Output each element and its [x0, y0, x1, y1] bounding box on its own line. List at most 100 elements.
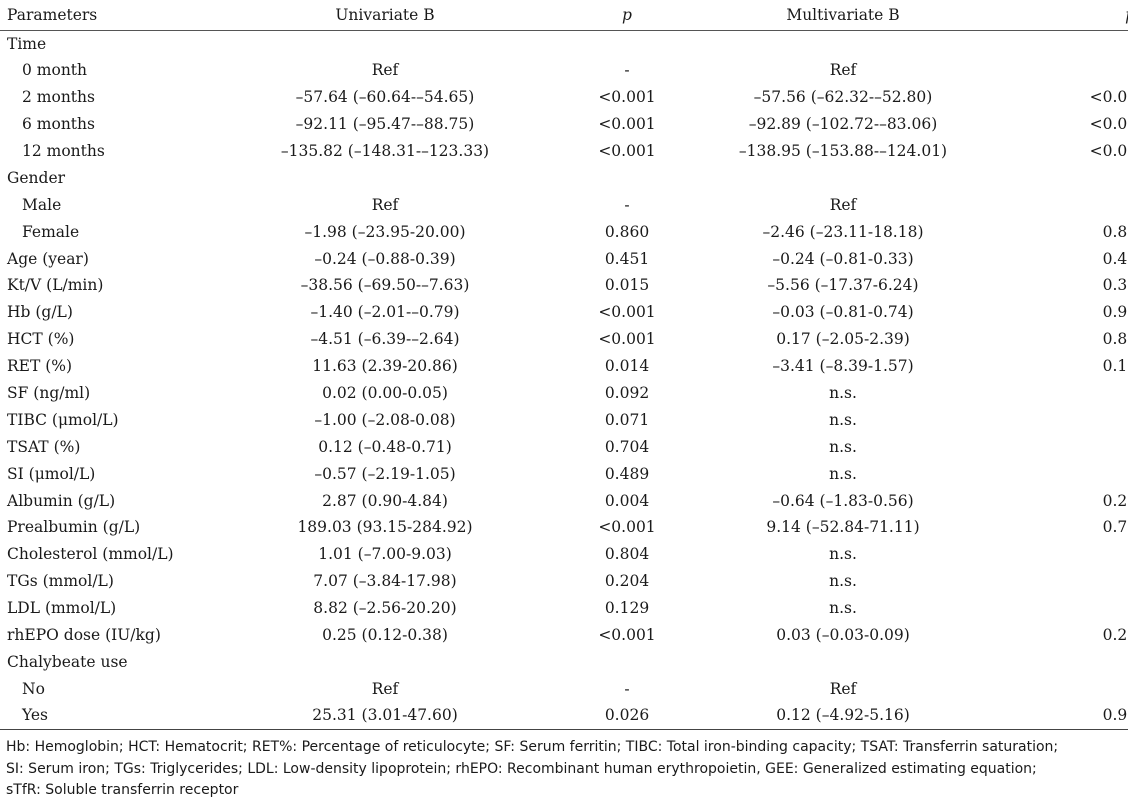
cell-univariate-b [209, 30, 561, 57]
cell-p-univariate: 0.804 [604, 545, 650, 564]
cell-univariate-b: 1.01 (–7.00-9.03) [318, 545, 452, 564]
cell-multivariate-b: –0.64 (–1.83-0.56) [772, 491, 914, 510]
table-row: Hb (g/L) –1.40 (–2.01-–0.79) <0.001 –0.03 (… [0, 299, 1128, 326]
cell-univariate-b: –0.57 (–2.19-1.05) [314, 464, 456, 483]
cell-p-multivariate: - [993, 380, 1128, 407]
cell-parameter: Male [22, 195, 62, 214]
cell-multivariate-b: 0.17 (–2.05-2.39) [776, 330, 910, 349]
cell-p-multivariate: 0.880 [1102, 330, 1128, 349]
cell-multivariate-b: n.s. [829, 410, 857, 429]
cell-p-univariate: 0.026 [561, 702, 693, 730]
cell-p-univariate: 0.451 [604, 249, 650, 268]
cell-multivariate-b: n.s. [829, 545, 857, 564]
table-row: 2 months –57.64 (–60.64-–54.65) <0.001 –57.… [0, 84, 1128, 111]
cell-multivariate-b: n.s. [829, 599, 857, 618]
cell-p-multivariate [993, 164, 1128, 191]
cell-multivariate-b: 0.12 (–4.92-5.16) [693, 702, 993, 730]
table-row: TSAT (%) 0.12 (–0.48-0.71) 0.704 n.s. - [0, 433, 1128, 460]
cell-multivariate-b: –0.03 (–0.81-0.74) [772, 303, 914, 322]
cell-p-multivariate: 0.414 [1102, 249, 1128, 268]
table-row: Female –1.98 (–23.95-20.00) 0.860 –2.46 (–2… [0, 218, 1128, 245]
cell-parameter: Kt/V (L/min) [7, 276, 104, 295]
footnote-line: Hb: Hemoglobin; HCT: Hematocrit; RET%: P… [6, 739, 1059, 755]
cell-multivariate-b [693, 30, 993, 57]
cell-p-multivariate: 0.180 [1102, 357, 1128, 376]
cell-p-multivariate: <0.001 [1089, 115, 1128, 134]
table-row: Cholesterol (mmol/L) 1.01 (–7.00-9.03) 0.8… [0, 541, 1128, 568]
cell-univariate-b: 0.25 (0.12-0.38) [322, 626, 448, 645]
cell-multivariate-b: Ref [829, 61, 857, 80]
cell-univariate-b: 8.82 (–2.56-20.20) [313, 599, 457, 618]
cell-p-multivariate: 0.930 [1102, 303, 1128, 322]
cell-multivariate-b: 9.14 (–52.84-71.11) [766, 518, 920, 537]
cell-univariate-b: –1.40 (–2.01-–0.79) [310, 303, 460, 322]
cell-p-multivariate: 0.356 [1102, 276, 1128, 295]
cell-p-multivariate: 0.815 [1102, 222, 1128, 241]
cell-multivariate-b: –5.56 (–17.37-6.24) [767, 276, 919, 295]
cell-univariate-b: –38.56 (–69.50-–7.63) [300, 276, 470, 295]
cell-univariate-b: 189.03 (93.15-284.92) [297, 518, 473, 537]
table-row: Prealbumin (g/L) 189.03 (93.15-284.92) <0.… [0, 514, 1128, 541]
table-row: 0 month Ref - Ref - [0, 57, 1128, 84]
cell-multivariate-b: n.s. [829, 437, 857, 456]
cell-parameter: Cholesterol (mmol/L) [7, 545, 174, 564]
cell-p-multivariate: <0.001 [1089, 142, 1128, 160]
cell-parameter: SI (μmol/L) [7, 464, 96, 483]
cell-parameter: LDL (mmol/L) [7, 599, 117, 618]
cell-univariate-b: Ref [371, 61, 399, 80]
cell-p-multivariate: - [993, 541, 1128, 568]
table-row: Kt/V (L/min) –38.56 (–69.50-–7.63) 0.015 –5… [0, 272, 1128, 299]
cell-p-univariate: 0.489 [604, 464, 650, 483]
table-row: SI (μmol/L) –0.57 (–2.19-1.05) 0.489 n.s. - [0, 460, 1128, 487]
cell-p-multivariate: <0.001 [1089, 88, 1128, 107]
cell-p-multivariate: - [993, 460, 1128, 487]
cell-univariate-b: Ref [371, 195, 399, 214]
cell-univariate-b: Ref [371, 679, 399, 698]
cell-parameter: HCT (%) [7, 330, 75, 349]
cell-univariate-b: 7.07 (–3.84-17.98) [313, 572, 457, 591]
table-body: Time 0 month Ref - Ref - 2 months –57.64 (–60.6… [0, 30, 1128, 730]
cell-parameter: Female [22, 222, 80, 241]
cell-p-univariate: <0.001 [598, 518, 656, 537]
cell-univariate-b: –92.11 (–95.47-–88.75) [295, 115, 475, 134]
header-row: Parameters Univariate B p Multivariate B… [0, 0, 1128, 31]
cell-p-univariate: - [624, 679, 630, 698]
table-row: HCT (%) –4.51 (–6.39-–2.64) <0.001 0.17 (–2… [0, 326, 1128, 353]
cell-p-multivariate: - [993, 57, 1128, 84]
table-row: SF (ng/ml) 0.02 (0.00-0.05) 0.092 n.s. - [0, 380, 1128, 407]
cell-multivariate-b: –3.41 (–8.39-1.57) [772, 357, 914, 376]
cell-p-multivariate [993, 648, 1128, 675]
cell-parameter: TGs (mmol/L) [7, 572, 114, 591]
cell-parameter: Prealbumin (g/L) [7, 518, 141, 537]
cell-p-univariate: 0.092 [604, 384, 650, 403]
cell-parameter: Yes [0, 702, 209, 730]
cell-p-univariate: 0.860 [604, 222, 650, 241]
cell-p-univariate: 0.014 [604, 357, 650, 376]
cell-parameter: TSAT (%) [7, 437, 81, 456]
footnote-line: sTfR: Soluble transferrin receptor [6, 782, 239, 798]
footnote-line: SI: Serum iron; TGs: Triglycerides; LDL:… [6, 760, 1037, 777]
cell-univariate-b [209, 648, 561, 675]
cell-multivariate-b: n.s. [829, 464, 857, 483]
table-row: Male Ref - Ref - [0, 191, 1128, 218]
cell-parameter: SF (ng/ml) [7, 384, 91, 403]
cell-p-multivariate: 0.964 [993, 702, 1128, 730]
cell-multivariate-b: n.s. [829, 572, 857, 591]
cell-p-univariate: <0.001 [598, 115, 656, 134]
table-row: 6 months –92.11 (–95.47-–88.75) <0.001 –92.… [0, 111, 1128, 138]
cell-p-univariate: 0.071 [604, 410, 650, 429]
cell-parameter: rhEPO dose (IU/kg) [7, 626, 161, 645]
regression-table: Parameters Univariate B p Multivariate B… [0, 0, 1128, 730]
cell-univariate-b: 0.12 (–0.48-0.71) [318, 437, 452, 456]
cell-univariate-b: –1.98 (–23.95-20.00) [304, 222, 466, 241]
cell-p-multivariate: - [993, 433, 1128, 460]
cell-univariate-b: 0.02 (0.00-0.05) [322, 384, 448, 403]
cell-p-multivariate: 0.773 [1102, 518, 1128, 537]
table-row: Age (year) –0.24 (–0.88-0.39) 0.451 –0.24 (… [0, 245, 1128, 272]
cell-p-univariate [561, 648, 693, 675]
header-p-univariate: p [561, 0, 693, 31]
table-row: Chalybeate use [0, 648, 1128, 675]
cell-multivariate-b: –138.95 (–153.88-–124.01) [738, 142, 948, 160]
header-multivariate-b: Multivariate B [693, 0, 993, 31]
